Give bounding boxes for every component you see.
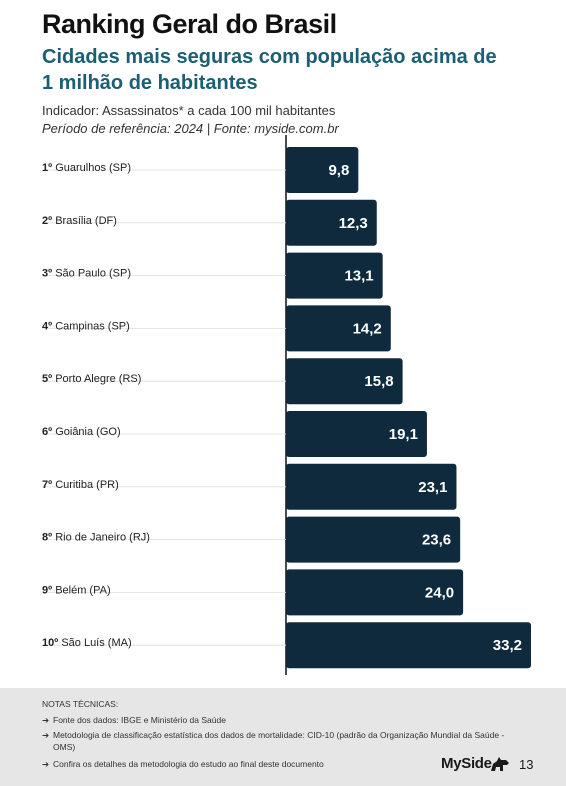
category-label: 7º Curitiba (PR) <box>42 479 119 491</box>
myside-logo: MySide <box>441 755 492 772</box>
arrow-right-icon: ➔ <box>42 759 50 769</box>
bar <box>286 358 403 405</box>
city-label: São Luís (MA) <box>58 637 131 649</box>
bar-value-label: 19,1 <box>389 426 418 443</box>
bar <box>286 516 461 563</box>
bar-value-label: 14,2 <box>353 320 382 337</box>
bar-value-label: 9,8 <box>328 162 349 179</box>
page-title: Ranking Geral do Brasil <box>42 9 337 39</box>
bar-value-label: 23,6 <box>422 532 451 549</box>
technical-notes: NOTAS TÉCNICAS: ➔ Fonte dos dados: IBGE e… <box>0 688 566 786</box>
bar <box>286 569 464 616</box>
bar-value-label: 15,8 <box>364 373 393 390</box>
notes-title: NOTAS TÉCNICAS: <box>42 699 119 709</box>
bar <box>286 305 391 352</box>
category-label: 3º São Paulo (SP) <box>42 268 131 280</box>
rank-label: 4º <box>42 320 52 332</box>
city-label: Curitiba (PR) <box>52 479 119 491</box>
category-label: 5º Porto Alegre (RS) <box>42 373 141 385</box>
city-label: Guarulhos (SP) <box>52 162 131 174</box>
rank-label: 6º <box>42 426 52 438</box>
rank-label: 1º <box>42 162 52 174</box>
rank-label: 2º <box>42 215 52 227</box>
note-text: Fonte dos dados: IBGE e Ministério da Sa… <box>53 715 226 725</box>
rank-label: 8º <box>42 532 52 544</box>
city-label: Goiânia (GO) <box>52 426 120 438</box>
rank-label: 9º <box>42 584 52 596</box>
note-text: Confira os detalhes da metodologia do es… <box>53 759 324 769</box>
bar-value-label: 23,1 <box>418 479 447 496</box>
category-label: 4º Campinas (SP) <box>42 320 130 332</box>
ranking-bar-chart: 1º Guarulhos (SP) 9,8 2º Brasília (DF) 12,3… <box>42 135 531 675</box>
category-label: 2º Brasília (DF) <box>42 215 117 227</box>
chart-header: Ranking Geral do Brasil Cidades mais seg… <box>42 8 542 137</box>
period-source-text: Período de referência: 2024 | Fonte: mys… <box>42 121 339 136</box>
note-text: Metodologia de classificação estatística… <box>53 730 505 752</box>
rank-label: 5º <box>42 373 52 385</box>
city-label: Belém (PA) <box>52 584 110 596</box>
bar <box>286 252 383 299</box>
bar <box>286 147 359 193</box>
bar-value-label: 24,0 <box>425 584 454 601</box>
dog-icon <box>491 757 509 771</box>
city-label: Campinas (SP) <box>52 320 130 332</box>
arrow-right-icon: ➔ <box>42 730 50 740</box>
indicator-text: Indicador: Assassinatos* a cada 100 mil … <box>42 103 336 118</box>
bar <box>286 199 377 246</box>
bar <box>286 411 427 457</box>
subtitle-line-2: 1 milhão de habitantes <box>42 72 258 94</box>
chart-subtitle: Cidades mais seguras com população acima… <box>42 44 542 96</box>
rank-label: 10º <box>42 637 58 649</box>
category-label: 6º Goiânia (GO) <box>42 426 121 438</box>
bar <box>286 622 531 669</box>
bar-value-label: 12,3 <box>339 215 368 232</box>
city-label: Brasília (DF) <box>52 215 117 227</box>
city-label: Porto Alegre (RS) <box>52 373 141 385</box>
rank-label: 3º <box>42 268 52 280</box>
note-item: ➔ Fonte dos dados: IBGE e Ministério da S… <box>42 714 522 726</box>
category-label: 8º Rio de Janeiro (RJ) <box>42 532 150 544</box>
category-label: 1º Guarulhos (SP) <box>42 162 131 174</box>
city-label: São Paulo (SP) <box>52 268 131 280</box>
arrow-right-icon: ➔ <box>42 715 50 725</box>
bar <box>286 463 457 510</box>
rank-label: 7º <box>42 479 52 491</box>
category-label: 9º Belém (PA) <box>42 584 111 596</box>
note-item: ➔ Metodologia de classificação estatístic… <box>42 729 522 753</box>
subtitle-line-1: Cidades mais seguras com população acima… <box>42 46 497 68</box>
page-number: 13 <box>519 757 534 772</box>
city-label: Rio de Janeiro (RJ) <box>52 532 150 544</box>
bar-value-label: 13,1 <box>344 268 373 285</box>
category-label: 10º São Luís (MA) <box>42 637 132 649</box>
note-item: ➔ Confira os detalhes da metodologia do e… <box>42 758 522 770</box>
bar-value-label: 33,2 <box>493 637 522 654</box>
